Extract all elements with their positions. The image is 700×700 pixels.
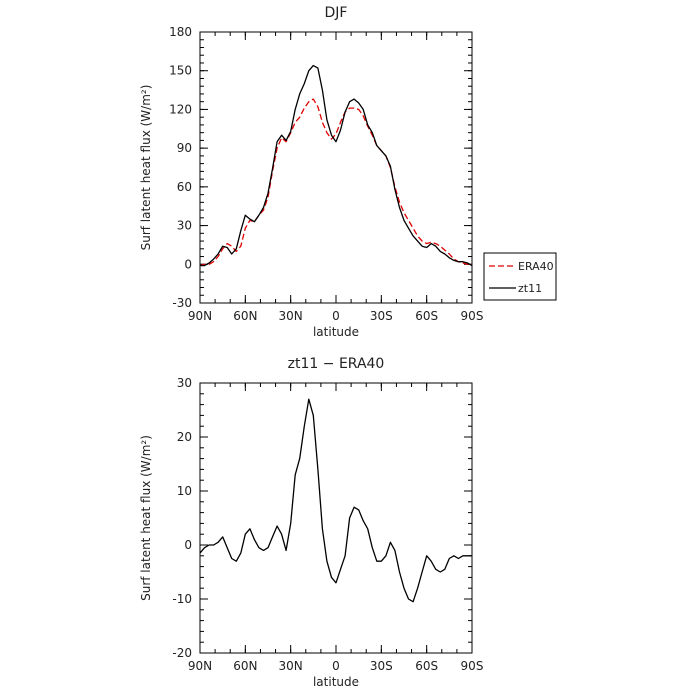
plot-frame [199, 382, 473, 654]
y-tick-label: 120 [169, 102, 192, 116]
series-line-zt11 [200, 64, 473, 267]
y-tick-label: -20 [172, 646, 192, 660]
x-tick-label: 30N [279, 659, 303, 673]
y-tick-label: -30 [172, 296, 192, 310]
x-tick-label: 60N [233, 659, 257, 673]
series-line-era40 [199, 98, 472, 267]
panel-djf: -30 0 30 60 90 120 150 180 90N 60N 30N 0 30S 60S 90S DJ… [139, 5, 483, 339]
x-tick-label: 90N [188, 309, 212, 323]
plot-frame [199, 31, 473, 304]
x-tick-label: 90S [461, 309, 484, 323]
y-axis-title: Surf latent heat flux (W/m²) [139, 85, 153, 251]
y-tick-label: 0 [184, 257, 192, 271]
y-tick-label: 30 [177, 219, 192, 233]
legend-label: zt11 [518, 282, 542, 295]
legend: ERA40 zt11 [483, 252, 557, 301]
legend-box [483, 252, 557, 301]
x-tick-label: 0 [332, 309, 340, 323]
y-axis-title: Surf latent heat flux (W/m²) [139, 435, 153, 601]
x-axis-title: latitude [313, 325, 359, 339]
x-tick-label: 30S [370, 659, 393, 673]
y-tick-label: 180 [169, 25, 192, 39]
y-tick-label: 60 [177, 180, 192, 194]
y-tick-label: -10 [172, 592, 192, 606]
chart-title: DJF [325, 5, 348, 21]
panel-difference: -20 -10 0 10 20 30 90N 60N 30N 0 30S 60S 90S zt11 − E… [139, 356, 483, 689]
x-tick-label: 60S [415, 309, 438, 323]
y-tick-label: 20 [177, 430, 192, 444]
y-tick-label: 10 [177, 484, 192, 498]
y-tick-label: 0 [184, 538, 192, 552]
series-line-difference [199, 398, 472, 603]
y-tick-label: 30 [177, 376, 192, 390]
x-tick-label: 60N [233, 309, 257, 323]
x-axis-title: latitude [313, 675, 359, 689]
y-tick-label: 90 [177, 141, 192, 155]
x-tick-label: 60S [415, 659, 438, 673]
y-tick-label: 150 [169, 64, 192, 78]
x-tick-label: 90S [461, 659, 484, 673]
x-tick-label: 90N [188, 659, 212, 673]
x-tick-label: 0 [332, 659, 340, 673]
x-tick-label: 30N [279, 309, 303, 323]
x-tick-label: 30S [370, 309, 393, 323]
chart-title: zt11 − ERA40 [288, 356, 385, 372]
legend-label: ERA40 [518, 260, 554, 273]
